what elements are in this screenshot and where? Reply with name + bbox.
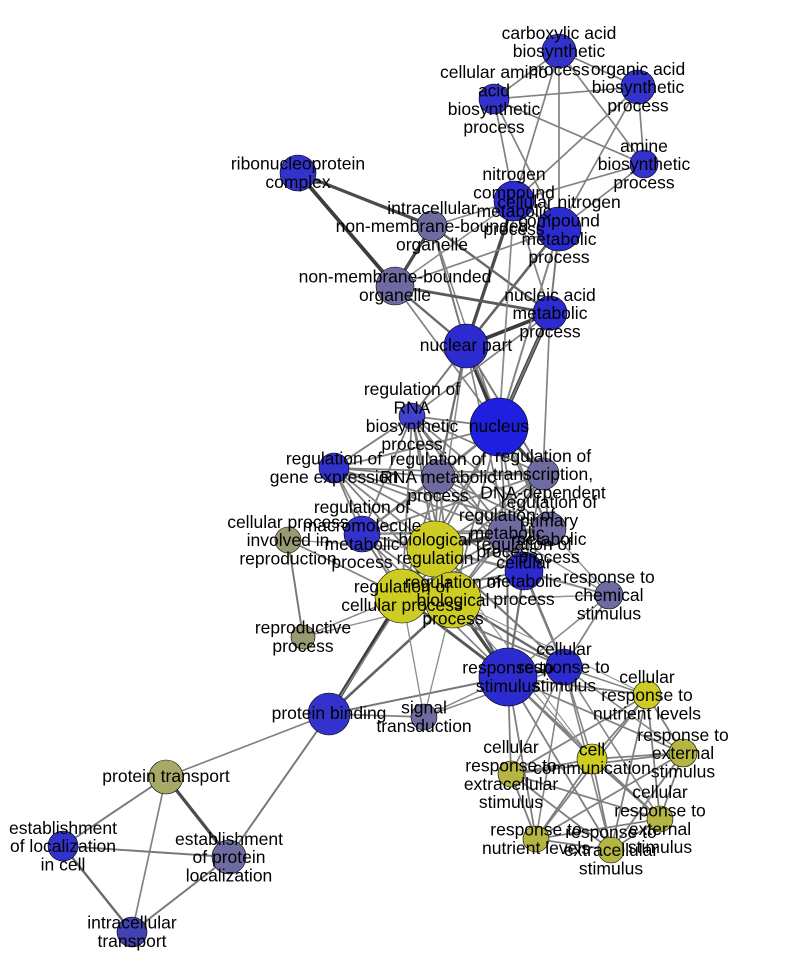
svg-text:protein transport: protein transport [102, 766, 230, 786]
svg-text:protein binding: protein binding [272, 703, 387, 723]
svg-text:nucleus: nucleus [469, 416, 530, 436]
svg-text:nuclear part: nuclear part [420, 335, 513, 355]
